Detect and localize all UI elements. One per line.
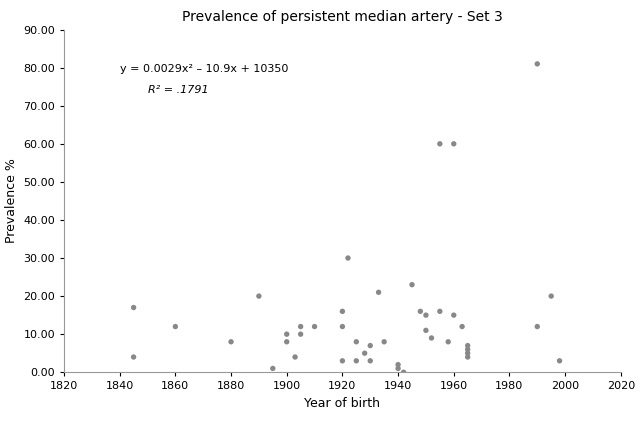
Y-axis label: Prevalence %: Prevalence % [4, 159, 18, 243]
Point [170, 323, 180, 330]
Point [337, 357, 348, 364]
Point [290, 354, 300, 360]
Point [379, 338, 389, 345]
Point [393, 365, 403, 372]
Point [554, 357, 564, 364]
Point [463, 350, 473, 357]
Point [337, 323, 348, 330]
Point [421, 327, 431, 334]
Text: R² = .1791: R² = .1791 [148, 85, 208, 95]
Point [426, 335, 436, 341]
Point [443, 338, 453, 345]
Point [282, 331, 292, 338]
Text: y = 0.0029x² – 10.9x + 10350: y = 0.0029x² – 10.9x + 10350 [120, 64, 288, 74]
Title: Prevalence of persistent median artery - Set 3: Prevalence of persistent median artery -… [182, 10, 503, 24]
Point [421, 312, 431, 319]
Point [282, 338, 292, 345]
Point [268, 365, 278, 372]
Point [365, 342, 376, 349]
Point [296, 323, 306, 330]
Point [449, 312, 459, 319]
Point [463, 354, 473, 360]
Point [532, 60, 543, 67]
Point [343, 255, 353, 261]
Point [310, 323, 320, 330]
Point [449, 140, 459, 147]
Point [415, 308, 426, 315]
Point [296, 331, 306, 338]
Point [129, 354, 139, 360]
Point [393, 361, 403, 368]
Point [226, 338, 236, 345]
X-axis label: Year of birth: Year of birth [305, 397, 380, 410]
Point [399, 369, 409, 376]
Point [129, 304, 139, 311]
Point [360, 350, 370, 357]
Point [374, 289, 384, 296]
Point [407, 281, 417, 288]
Point [435, 140, 445, 147]
Point [532, 323, 543, 330]
Point [463, 342, 473, 349]
Point [435, 308, 445, 315]
Point [457, 323, 467, 330]
Point [254, 293, 264, 299]
Point [337, 308, 348, 315]
Point [546, 293, 556, 299]
Point [365, 357, 376, 364]
Point [463, 346, 473, 353]
Point [351, 338, 362, 345]
Point [351, 357, 362, 364]
